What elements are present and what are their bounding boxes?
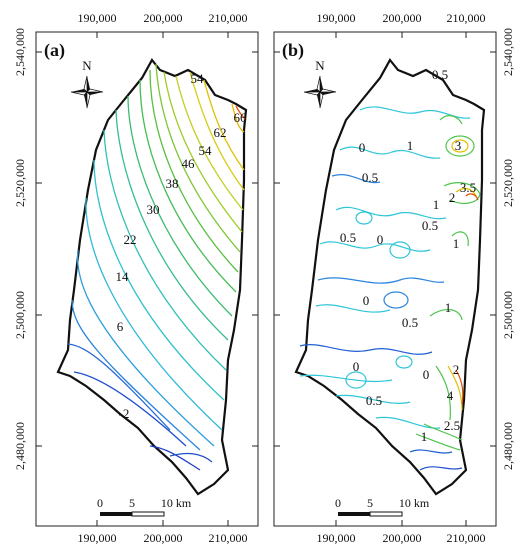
panel-b: 190,000 200,000 210,000 190,000 200,000 …	[273, 11, 515, 545]
panel-a-top-tick-1: 190,000	[78, 11, 117, 25]
panel-b-boundary	[294, 58, 486, 496]
panel-b-scale-0: 0	[335, 496, 341, 510]
panel-b-label-0.5-e: 0.5	[402, 315, 418, 330]
panel-b-label-0-c: 0	[363, 293, 370, 308]
panel-a-contour-label-22: 22	[124, 232, 137, 247]
panel-b-label-4: 4	[447, 388, 454, 403]
panel-b-top-tick-2: 200,000	[383, 11, 422, 25]
panel-a-contour-label-14: 14	[116, 269, 130, 284]
panel-b-label-0-a: 0	[359, 140, 366, 155]
panel-a-label: (a)	[44, 40, 65, 61]
panel-b-scale-5: 5	[367, 496, 373, 510]
panel-a-contour-label-54: 54	[199, 143, 213, 158]
panel-a-contour-label-neg2: -2	[119, 406, 130, 421]
panel-b-label-0-e: 0	[423, 367, 430, 382]
panel-b-bottom-tick-2: 200,000	[383, 531, 422, 545]
panel-a-tick-marks	[36, 32, 258, 526]
panel-a-contour-label-54-top: 54	[191, 71, 205, 86]
panel-b-label-2-b: 2	[453, 362, 460, 377]
panel-a: 190,000 200,000 210,000 190,000 200,000 …	[13, 11, 259, 545]
panel-b-label-1-c: 1	[453, 236, 460, 251]
panel-b-label-3.5: 3.5	[460, 180, 476, 195]
panel-b-label-0-d: 0	[353, 359, 360, 374]
panel-b-bottom-tick-3: 210,000	[447, 531, 486, 545]
panel-b-label-0-b: 0	[377, 232, 384, 247]
panel-a-scale-10: 10 km	[161, 496, 192, 510]
panel-a-top-tick-2: 200,000	[144, 11, 183, 25]
panel-b-label-0.5-f: 0.5	[366, 393, 382, 408]
panel-b-y-tick-3: 2,500,000	[501, 291, 515, 339]
panel-b-contours	[299, 106, 481, 471]
panel-a-contour-label-62: 62	[214, 125, 227, 140]
panel-a-contour-label-66: 66	[234, 110, 248, 125]
panel-b-label-1-b: 1	[433, 197, 440, 212]
panel-a-y-tick-2: 2,520,000	[13, 159, 27, 207]
panel-b-top-tick-3: 210,000	[447, 11, 486, 25]
panel-b-label-1-d: 1	[445, 300, 452, 315]
panel-b-label: (b)	[282, 40, 304, 61]
panel-a-bottom-tick-1: 190,000	[78, 531, 117, 545]
panel-a-contour-label-38: 38	[166, 176, 179, 191]
panel-b-north-letter: N	[315, 58, 325, 73]
panel-a-bottom-tick-3: 210,000	[209, 531, 248, 545]
panel-b-label-1-a: 1	[407, 138, 414, 153]
panel-b-label-2: 2	[449, 190, 456, 205]
panel-b-label-0.5-b: 0.5	[362, 170, 378, 185]
panel-b-scale-bar	[338, 511, 403, 517]
panel-a-top-tick-3: 210,000	[209, 11, 248, 25]
panel-b-north-arrow	[303, 75, 337, 109]
panel-a-contour-label-46: 46	[182, 156, 196, 171]
panel-a-y-tick-4: 2,480,000	[13, 422, 27, 470]
panel-a-y-tick-3: 2,500,000	[13, 291, 27, 339]
panel-a-scale-5: 5	[129, 496, 135, 510]
panel-b-label-0.5-c: 0.5	[422, 218, 438, 233]
panel-a-contours	[67, 63, 247, 471]
panel-b-label-1-e: 1	[421, 429, 428, 444]
panel-a-y-tick-1: 2,540,000	[13, 28, 27, 76]
panel-b-label-0.5-top: 0.5	[432, 67, 448, 82]
panel-a-north-arrow	[70, 75, 104, 109]
panel-b-scale-10: 10 km	[399, 496, 430, 510]
panel-b-label-2.5: 2.5	[444, 418, 460, 433]
panel-b-label-3: 3	[455, 138, 462, 153]
panel-b-top-tick-1: 190,000	[317, 11, 356, 25]
panel-b-y-tick-2: 2,520,000	[501, 159, 515, 207]
panel-a-scale-bar	[100, 511, 165, 517]
panel-b-label-0.5-d: 0.5	[340, 230, 356, 245]
panel-b-y-tick-1: 2,540,000	[501, 28, 515, 76]
panel-b-tick-marks	[274, 32, 496, 526]
panel-a-scale-0: 0	[97, 496, 103, 510]
panel-b-bottom-tick-1: 190,000	[317, 531, 356, 545]
panel-a-contour-label-6: 6	[117, 319, 124, 334]
panel-a-contour-label-30: 30	[147, 202, 160, 217]
panel-b-y-tick-4: 2,480,000	[501, 422, 515, 470]
panel-a-north-letter: N	[82, 58, 92, 73]
panel-a-bottom-tick-2: 200,000	[144, 531, 183, 545]
